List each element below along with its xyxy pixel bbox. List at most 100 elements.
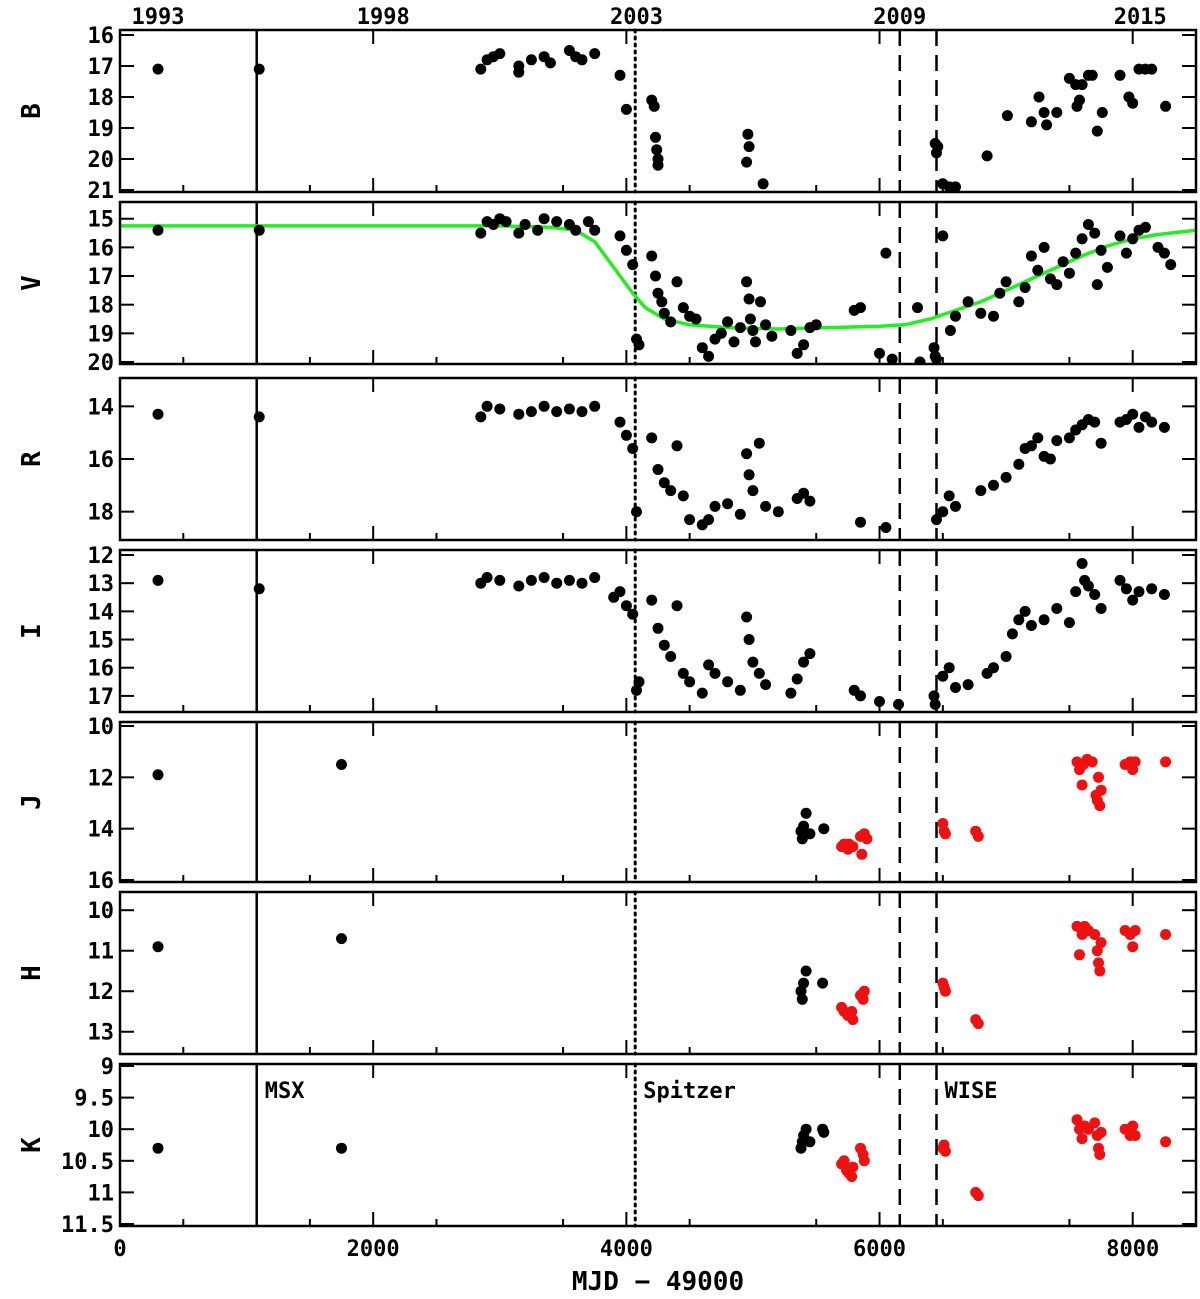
y-tick-label-H: 12 [88, 980, 115, 1005]
data-point-R-black [734, 508, 746, 520]
data-point-R-black [614, 416, 626, 428]
panel-I: 12 13 14 15 16 17 I [17, 544, 1198, 714]
data-point-V-black [650, 270, 661, 282]
y-tick-label-I: 15 [88, 629, 115, 654]
data-point-H-black [796, 993, 808, 1005]
data-point-V-black [766, 330, 778, 342]
data-point-I-black [1120, 583, 1132, 595]
data-point-V-black [1139, 221, 1151, 233]
year-label-2015: 2015 [1114, 5, 1167, 30]
y-tick-label-I: 16 [88, 657, 115, 682]
data-point-I-black [576, 577, 588, 589]
data-point-V-black [1127, 233, 1139, 245]
data-point-R-black [684, 514, 696, 526]
data-point-H-black [336, 933, 347, 945]
data-point-R-black [1089, 416, 1101, 428]
y-tick-label-I: 13 [88, 572, 115, 597]
data-point-B-black [932, 141, 944, 153]
panel-B: 16 17 18 19 20 21 B [17, 24, 1198, 204]
data-point-R-black [743, 469, 755, 481]
data-point-H-black [152, 941, 164, 953]
data-point-V-black [677, 302, 689, 314]
data-point-J-red [1095, 784, 1107, 796]
data-point-K-black [818, 1126, 830, 1138]
data-point-V-black [760, 319, 772, 331]
data-point-R-black [253, 411, 265, 423]
data-point-I-black [893, 698, 904, 710]
data-point-B-black [1051, 107, 1063, 118]
data-point-V-black [1063, 267, 1075, 279]
y-tick-label-I: 17 [88, 685, 115, 710]
data-point-R-black [760, 500, 772, 512]
data-point-V-black [994, 287, 1006, 299]
data-point-V-black [755, 296, 766, 308]
y-tick-label-V: 15 [88, 208, 115, 233]
y-tick-label-V: 16 [88, 236, 115, 261]
y-tick-label-J: 10 [88, 715, 115, 740]
annotation-WISE-end: WISE [944, 1079, 997, 1104]
data-point-J-red [856, 848, 868, 860]
data-point-V-black [747, 325, 759, 336]
data-point-K-red [1160, 1136, 1172, 1148]
data-point-V-black [722, 316, 734, 328]
data-point-K-red [1127, 1120, 1139, 1132]
data-point-V-black [928, 342, 940, 354]
data-point-V-black [513, 227, 525, 239]
data-point-I-black [652, 622, 664, 634]
data-point-B-black [1091, 125, 1103, 137]
year-label-1998: 1998 [357, 5, 410, 30]
data-point-V-black [914, 356, 926, 364]
y-tick-label-K: 9.5 [74, 1087, 114, 1112]
data-point-H-red [847, 1014, 859, 1026]
band-label-B: B [17, 103, 47, 119]
data-point-I-black [551, 577, 563, 589]
data-point-V-black [734, 322, 746, 334]
data-point-R-black [1032, 432, 1044, 444]
data-point-V-black [627, 259, 639, 271]
data-point-V-black [614, 230, 626, 242]
y-tick-label-J: 14 [88, 818, 115, 843]
data-point-R-black [709, 500, 721, 512]
data-point-H-black [800, 965, 812, 977]
data-point-V-black [532, 224, 544, 236]
data-point-B-black [757, 178, 769, 190]
data-point-R-black [804, 495, 816, 507]
data-point-K-red [1094, 1149, 1106, 1160]
data-point-V-black [886, 353, 898, 364]
data-point-V-black [656, 296, 668, 308]
data-point-R-black [551, 406, 563, 418]
data-point-I-black [703, 659, 715, 671]
data-point-R-black [1095, 437, 1107, 449]
data-point-I-black [684, 676, 696, 688]
data-point-I-black [671, 600, 683, 612]
data-point-H-red [846, 1006, 858, 1017]
data-point-K-red [972, 1190, 984, 1202]
y-tick-label-I: 12 [88, 544, 115, 569]
y-tick-label-K: 9 [101, 1055, 114, 1080]
data-point-R-black [722, 498, 734, 510]
data-point-V-black [975, 307, 987, 319]
data-point-V-black [1089, 227, 1101, 239]
y-tick-label-B: 17 [88, 55, 115, 80]
panel-H: 10 11 12 13 H [17, 890, 1198, 1056]
data-point-R-black [658, 477, 670, 489]
data-point-R-black [1158, 421, 1170, 433]
data-point-I-black [563, 574, 575, 586]
y-tick-label-B: 20 [88, 148, 115, 173]
data-point-V-black [1158, 247, 1170, 259]
data-point-H-red [1074, 949, 1085, 961]
data-point-R-black [1127, 408, 1139, 420]
data-point-J-black [152, 769, 164, 781]
data-point-I-black [1095, 603, 1107, 614]
y-tick-label-R: 18 [88, 501, 115, 526]
data-point-J-black [818, 823, 830, 835]
data-point-I-black [741, 611, 753, 623]
data-point-V-black [475, 227, 487, 239]
data-point-I-black [1127, 594, 1139, 606]
data-point-V-black [798, 339, 810, 351]
data-point-K-black [800, 1123, 812, 1135]
x-tick-label: 6000 [853, 1237, 906, 1262]
data-point-V-black [931, 353, 942, 364]
data-point-V-black [646, 250, 658, 262]
data-point-V-black [1032, 264, 1044, 276]
